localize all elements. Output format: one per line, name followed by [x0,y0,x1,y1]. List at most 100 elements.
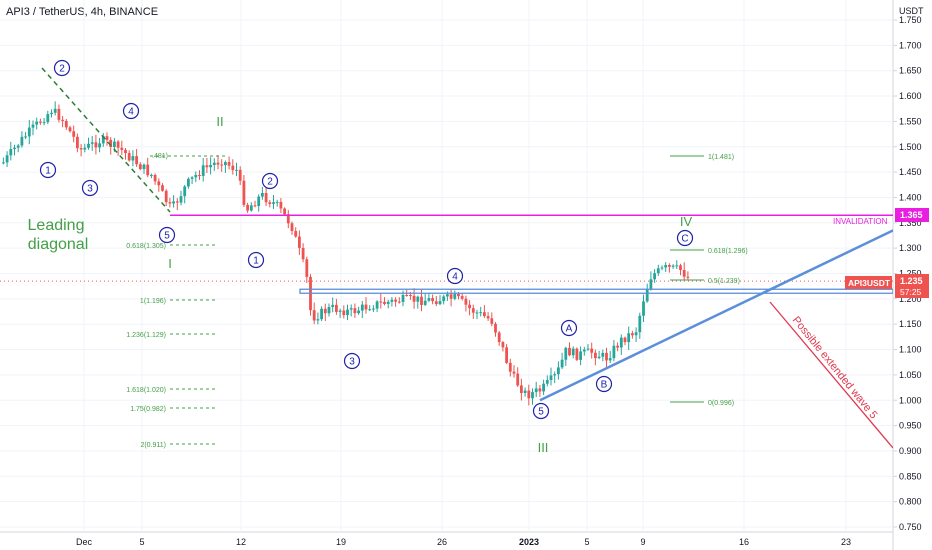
candle-body [664,265,668,268]
fib-level-label-right: 0.618(1.296) [708,248,748,255]
candle-body [394,299,397,302]
candle-body [138,164,142,170]
symbol-badge [845,276,892,289]
candle-body [357,310,360,314]
candle-body [531,392,534,399]
candle-body [423,300,427,305]
y-tick-label: 1.250 [899,269,922,279]
candle-body [101,136,105,144]
candle-body [612,345,616,359]
candle-body [434,301,438,305]
candle-body [579,351,582,360]
last-price-value: 1.235 [900,276,923,286]
candle-body [16,145,20,148]
projection-line [769,301,893,449]
candle-body [623,337,627,343]
y-tick-label: 1.650 [899,66,922,76]
candle-body [638,315,642,333]
candle-body [427,298,431,301]
candle-body [605,352,608,361]
candle-body [512,371,516,374]
x-tick-label: 12 [236,537,246,547]
candle-body [286,214,290,224]
candle-body [224,162,227,166]
candle-body [564,347,568,360]
wave-label: 4 [452,272,458,283]
candle-body [194,174,198,178]
candle-body [24,136,27,138]
y-tick-label: 1.000 [899,395,922,405]
wave-label: A [566,324,573,335]
leading-diagonal-line1: Leading [28,217,85,234]
wave-label: 5 [538,407,544,418]
candle-body [471,308,475,313]
candle-body [198,174,201,176]
y-tick-label: 1.300 [899,243,922,253]
candle-body [442,296,446,302]
fib-level-label-left: 1(1.196) [140,298,166,305]
candle-body [368,309,372,311]
candle-body [46,114,50,123]
wave-label-circle [676,229,694,247]
candle-body [290,223,294,232]
candle-body [5,155,9,163]
candle-body [601,352,605,357]
candle-body [619,337,623,348]
x-tick-label: 2023 [519,537,539,547]
wave-label: 1 [45,166,51,177]
candle-body [453,294,457,299]
candle-body [275,201,279,203]
candle-body [542,383,545,392]
candle-body [645,288,649,302]
x-tick-label: 23 [841,537,851,547]
candle-body [187,178,190,187]
candle-body [98,143,101,148]
candle-body [386,301,390,304]
y-tick-label: 1.050 [899,370,922,380]
candle-body [305,259,309,277]
candle-body [479,312,483,314]
candle-body [64,120,68,128]
fib-level-label-left: 1.75(0.982) [130,406,166,413]
x-tick-label: 9 [640,537,645,547]
candle-body [438,301,442,305]
candle-body [616,345,619,348]
candle-body [261,192,264,197]
candle-body [497,332,501,343]
y-tick-label: 1.600 [899,91,922,101]
wave-label-circle [81,179,99,197]
candle-body [331,304,335,307]
possible-extended-label: Possible extended wave 5 [790,314,880,421]
candle-body [379,301,383,303]
candle-body [301,247,305,260]
candle-body [76,136,79,149]
candle-body [57,108,61,120]
candle-body [246,204,249,211]
candle-body [534,388,538,393]
candle-body [216,162,220,165]
wave-label: 3 [87,184,93,195]
candle-body [405,295,409,297]
candle-body [9,149,13,156]
candle-body [420,296,423,305]
candle-body [209,164,212,168]
candle-body [272,202,275,204]
candle-body [642,301,645,316]
candle-body [383,301,386,304]
invalidation-price-badge [895,208,929,222]
candle-body [235,169,238,171]
wave-label-circle [560,319,578,337]
candle-body [72,131,76,137]
candle-body [494,323,497,333]
candle-body [416,296,420,302]
candle-body [135,156,138,165]
candle-body [464,298,468,305]
candle-body [153,174,157,182]
invalidation-price-value: 1.365 [900,210,923,220]
candle-body [523,390,527,393]
y-tick-label: 1.100 [899,345,922,355]
candle-body [327,306,331,314]
x-tick-label: 5 [584,537,589,547]
candle-body [124,149,127,154]
